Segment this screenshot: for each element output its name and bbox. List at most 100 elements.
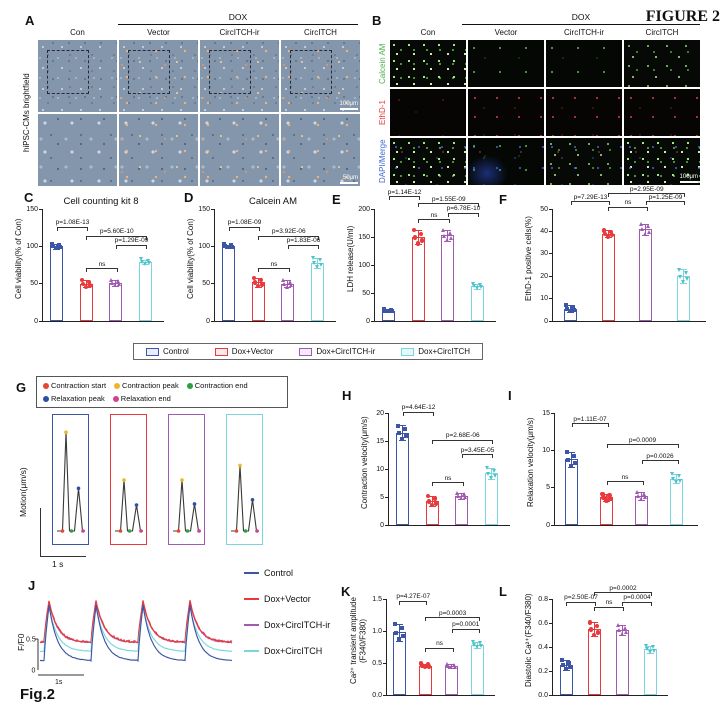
y-tick xyxy=(385,440,388,442)
p-value-label: p=0.0026 xyxy=(646,452,674,460)
bar-dox-circitch-ir xyxy=(441,235,455,321)
significance-bracket: p=1.55E-09 xyxy=(418,196,480,208)
panel-a-col-circitch: CircITCH xyxy=(304,28,337,37)
j-legend-line-icon xyxy=(244,623,259,626)
panel-b-col-circitch-ir: CircITCH-ir xyxy=(564,28,604,37)
data-point-tri-down xyxy=(142,261,147,266)
x-axis-line xyxy=(386,695,495,696)
data-point-square xyxy=(565,450,569,455)
motion-trace-svg xyxy=(173,478,201,533)
data-point-circle xyxy=(251,275,257,281)
error-cap-top xyxy=(473,284,481,286)
panel-j-letter: J xyxy=(28,578,36,593)
data-point-tri-down xyxy=(683,270,688,275)
motion-trace-svg xyxy=(231,463,259,533)
error-bar xyxy=(682,269,684,283)
p-value-label: p=4.64E-12 xyxy=(401,404,436,412)
data-point-square xyxy=(58,245,63,250)
significance-bracket: ns xyxy=(418,212,450,224)
inset-box xyxy=(128,50,170,94)
significance-bracket: p=1.08E-13 xyxy=(56,219,89,231)
significance-bracket: ns xyxy=(432,475,464,487)
chart-ylabel: Cell viability(% of Con) xyxy=(186,218,195,299)
data-point-square xyxy=(223,244,228,249)
motion-trace-path xyxy=(231,464,259,532)
y-tick xyxy=(549,275,552,277)
y-tick xyxy=(549,646,552,648)
data-point-circle xyxy=(588,627,593,632)
data-point-square xyxy=(564,303,569,308)
y-tick-label: 0.0 xyxy=(538,691,548,699)
data-point-square xyxy=(230,244,235,249)
data-point-circle xyxy=(432,496,438,501)
bar-dox-circitch-ir xyxy=(281,283,295,321)
data-point-tri-up xyxy=(635,490,639,495)
y-tick xyxy=(383,662,386,664)
j-legend-item-3: Dox+CircITCH xyxy=(244,642,330,659)
data-point-square xyxy=(565,306,570,311)
dox-spots xyxy=(119,40,198,112)
data-point-tri-up xyxy=(623,630,628,635)
p-value-label: p=1.55E-09 xyxy=(431,195,466,203)
j-ybase-label: 0 xyxy=(32,668,36,675)
data-point-square xyxy=(569,463,573,468)
ethd1-dots xyxy=(546,138,622,185)
data-point-tri-down xyxy=(491,468,496,473)
scale-bar-text: 100μm xyxy=(679,174,698,180)
panel-h-chart: Contraction velocity(μm/s) 0 5 10 15 20 p=4.64… xyxy=(360,400,512,533)
significance-bracket: p=0.0003 xyxy=(425,610,480,622)
p-value-label: ns xyxy=(436,640,443,648)
data-point-circle xyxy=(601,495,606,500)
dox-spots xyxy=(200,114,279,186)
bar-dox-vector xyxy=(418,665,432,695)
panel-g-xscale-label: 1 s xyxy=(52,559,64,569)
error-cap-top xyxy=(53,244,61,246)
contraction-start-dot-icon xyxy=(43,382,49,389)
data-point-circle xyxy=(609,232,615,238)
data-point-tri-down xyxy=(479,644,484,649)
y-axis-line xyxy=(214,209,215,321)
data-point-tri-down xyxy=(478,641,483,646)
panel-i-letter: I xyxy=(508,388,512,403)
panel-b-column-headers: Con Vector CircITCH-ir CircITCH xyxy=(390,27,700,38)
y-tick xyxy=(549,598,552,600)
contraction-start-marker xyxy=(176,529,181,533)
panel-a-dox-label: DOX xyxy=(118,12,358,25)
contraction-start-marker xyxy=(118,529,123,533)
error-cap-top xyxy=(444,229,452,231)
data-point-circle xyxy=(601,228,607,233)
micrograph-a-circitch-ir-top xyxy=(200,40,279,112)
data-point-tri-up xyxy=(109,277,114,282)
significance-bracket: p=5.60E-10 xyxy=(86,228,148,240)
error-cap-top xyxy=(112,279,120,281)
motion-trace-path xyxy=(115,479,143,532)
y-tick-label: 10 xyxy=(542,446,550,454)
y-tick xyxy=(551,524,554,526)
p-value-label: p=1.25E-09 xyxy=(648,193,683,201)
panel-g-letter: G xyxy=(16,380,27,395)
y-axis-line xyxy=(42,209,43,321)
panel-g-xscale-line xyxy=(40,556,86,557)
scale-bar: 50μm xyxy=(340,175,358,184)
data-point-circle xyxy=(419,663,425,668)
bar-dox-circitch xyxy=(643,649,657,695)
y-tick xyxy=(549,208,552,210)
error-cap-top xyxy=(458,493,466,495)
j-legend-label: Control xyxy=(264,567,294,578)
micrograph-a-circitch-zoom: 50μm xyxy=(281,114,360,186)
motion-trace-box-2 xyxy=(168,414,205,545)
data-point-tri-down xyxy=(139,259,144,264)
data-point-square xyxy=(386,309,391,314)
data-point-circle xyxy=(80,281,86,287)
p-value-label: p=1.08E-09 xyxy=(227,219,262,227)
relaxation-peak-marker xyxy=(250,498,255,502)
micrograph-b-merge-circitch-ir xyxy=(546,138,622,185)
data-point-tri-up xyxy=(616,628,621,633)
panel-a-column-headers: Con Vector CircITCH-ir CircITCH xyxy=(38,27,360,38)
j-legend-item-1: Dox+Vector xyxy=(244,590,330,607)
relaxation-peak-marker xyxy=(192,502,197,506)
data-point-square xyxy=(399,626,404,631)
j-legend-item-2: Dox+CircITCH-ir xyxy=(244,616,330,633)
y-tick xyxy=(39,283,42,285)
data-point-tri-down xyxy=(647,650,652,655)
